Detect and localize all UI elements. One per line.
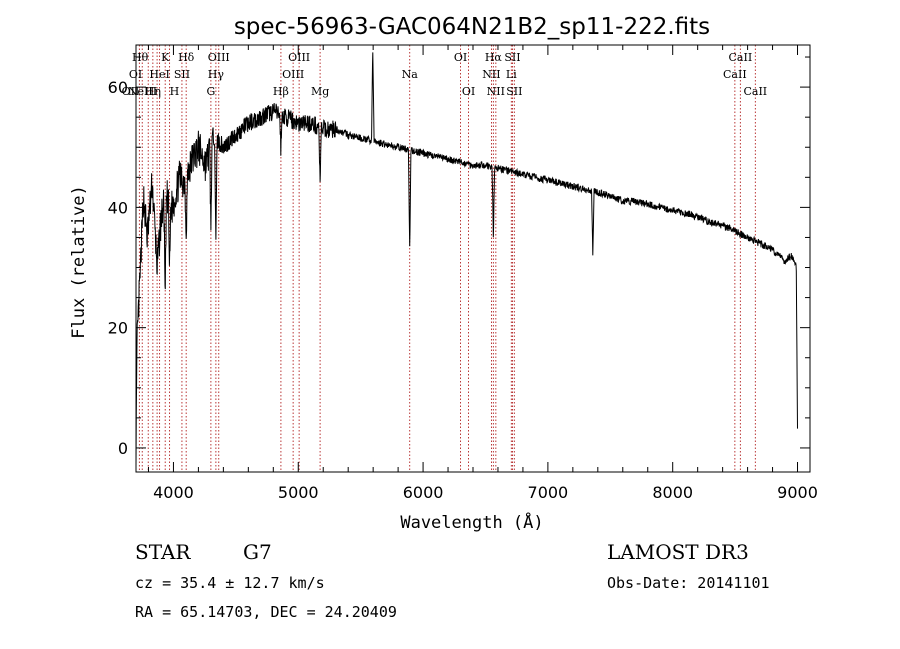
line-label-23: Li [506,68,517,81]
line-label-0: OII [122,85,140,98]
line-label-6: K [161,51,170,64]
line-label-11: Hγ [208,68,225,81]
x-tick-label: 4000 [153,483,194,502]
line-label-25: SII [506,85,522,98]
x-axis-label: Wavelength (Å) [400,511,543,533]
line-label-16: Mg [311,85,329,98]
line-label-4: NeIII [128,85,157,98]
plot-frame [135,44,811,473]
line-label-22: NII [487,85,505,98]
survey-release: LAMOST DR3 [607,540,749,564]
y-tick-label: 0 [118,439,128,458]
spectral-line-markers [138,45,756,472]
line-label-14: OIII [282,68,304,81]
spectral-line-labels: OIIOIHθHηNeIIIHeIKHSIIHδGHγOIIIHβOIIIOII… [122,51,768,98]
line-label-28: CaII [743,85,767,98]
y-tick-label: 60 [108,78,128,97]
y-tick-labels: 0 20 40 60 [108,78,128,458]
line-label-7: H [170,85,180,98]
object-class: STAR [135,540,191,564]
spectrum-trace [135,52,798,467]
observation-date: Obs-Date: 20141101 [607,574,770,592]
y-tick-label: 20 [108,319,128,338]
axis-ticks [136,45,810,472]
chart-title: spec-56963-GAC064N21B2_sp11-222.fits [234,14,710,40]
x-tick-label: 6000 [403,483,444,502]
x-tick-labels: 4000 5000 6000 7000 8000 9000 [153,483,818,502]
line-label-13: Hβ [273,85,289,98]
x-tick-label: 5000 [278,483,319,502]
coordinates: RA = 65.14703, DEC = 24.20409 [135,603,397,621]
line-label-17: Na [402,68,419,81]
line-label-3: Hη [145,85,161,98]
line-label-18: OI [454,51,467,64]
line-label-15: OIII [288,51,310,64]
line-label-20: NII [482,68,500,81]
y-axis-label: Flux (relative) [69,185,89,339]
line-label-12: OIII [208,51,230,64]
line-label-8: SII [174,68,190,81]
line-label-21: Hα [485,51,503,64]
line-label-19: OI [462,85,475,98]
x-tick-label: 9000 [777,483,818,502]
line-label-5: HeI [149,68,169,81]
x-tick-label: 8000 [652,483,693,502]
subclass: G7 [243,540,272,564]
line-label-9: Hδ [178,51,195,64]
line-label-10: G [206,85,215,98]
redshift-readout: cz = 35.4 ± 12.7 km/s [135,574,325,592]
y-tick-label: 40 [108,198,128,217]
line-label-24: SII [504,51,520,64]
line-label-26: CaII [723,68,747,81]
line-label-27: CaII [729,51,753,64]
x-tick-label: 7000 [528,483,569,502]
